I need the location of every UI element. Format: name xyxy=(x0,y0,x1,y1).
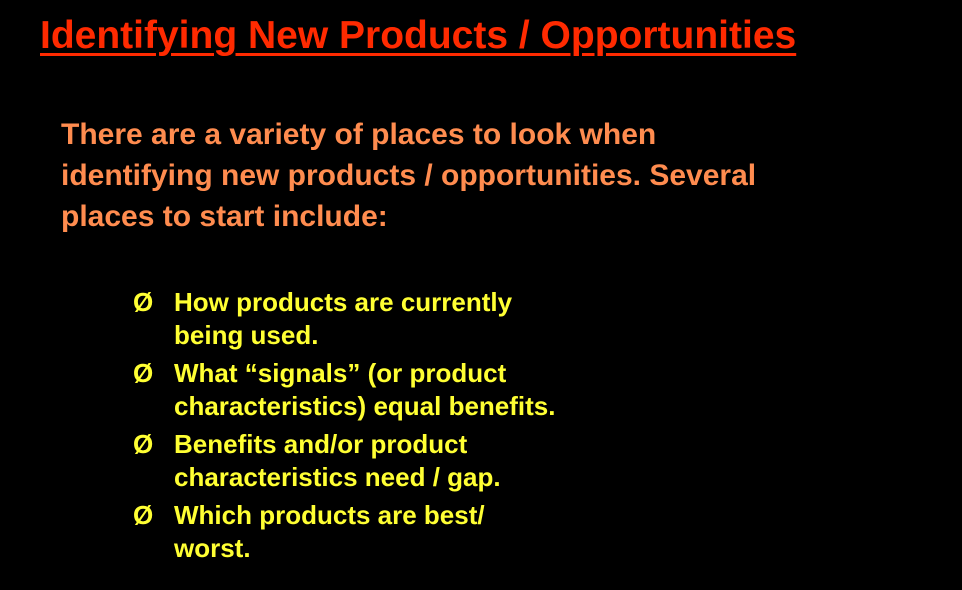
intro-line: identifying new products / opportunities… xyxy=(61,159,757,192)
bullet-marker-icon: Ø xyxy=(133,287,154,317)
bullet-marker-icon: Ø xyxy=(133,429,154,459)
bullet-text: Benefits and/or product characteristics … xyxy=(174,428,501,494)
bullet-marker-icon: Ø xyxy=(133,358,154,388)
bullet-text: How products are currently being used. xyxy=(174,286,512,352)
bullet-list: Ø How products are currently being used.… xyxy=(133,286,633,570)
bullet-text: Which products are best/ worst. xyxy=(174,499,485,565)
bullet-item: Ø Benefits and/or product characteristic… xyxy=(133,428,633,494)
intro-paragraph: There are a variety of places to look wh… xyxy=(61,114,921,237)
intro-line: There are a variety of places to look wh… xyxy=(61,118,657,151)
bullet-line: What “signals” (or product xyxy=(174,358,507,388)
bullet-line: How products are currently xyxy=(174,287,513,317)
bullet-item: Ø How products are currently being used. xyxy=(133,286,633,352)
bullet-line: characteristics) equal benefits. xyxy=(174,391,556,421)
bullet-item: Ø What “signals” (or product characteris… xyxy=(133,357,633,423)
intro-line: places to start include: xyxy=(61,200,388,233)
bullet-text: What “signals” (or product characteristi… xyxy=(174,357,555,423)
bullet-line: Benefits and/or product xyxy=(174,429,468,459)
bullet-line: worst. xyxy=(174,533,251,563)
slide-title: Identifying New Products / Opportunities xyxy=(40,14,797,57)
bullet-line: characteristics need / gap. xyxy=(174,462,501,492)
bullet-line: being used. xyxy=(174,320,319,350)
bullet-line: Which products are best/ xyxy=(174,500,485,530)
bullet-item: Ø Which products are best/ worst. xyxy=(133,499,633,565)
bullet-marker-icon: Ø xyxy=(133,500,154,530)
